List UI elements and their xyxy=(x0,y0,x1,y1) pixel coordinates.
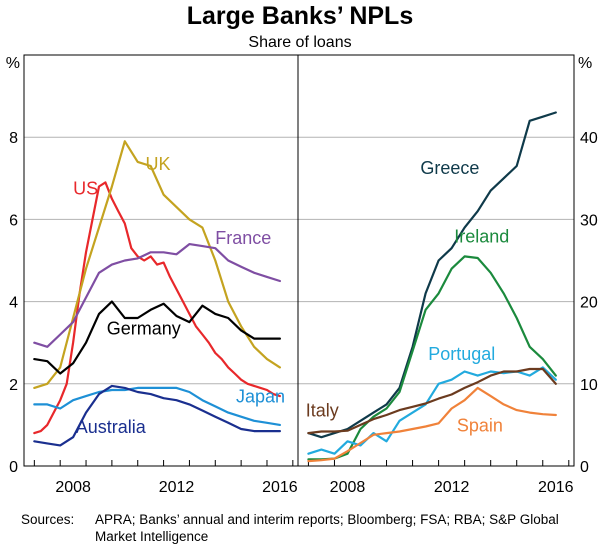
series-label-germany: Germany xyxy=(107,318,181,338)
sources-label: Sources: xyxy=(21,512,75,527)
y-tick-label-left: 2 xyxy=(9,377,18,394)
x-tick-label-right: 2008 xyxy=(330,479,366,496)
x-tick-label-left: 2008 xyxy=(55,479,91,496)
series-line-france xyxy=(33,243,281,348)
series-line-uk xyxy=(33,140,281,389)
series-label-portugal: Portugal xyxy=(428,344,495,364)
y-axis-unit-left: % xyxy=(6,55,20,72)
series-label-uk: UK xyxy=(145,154,170,174)
y-tick-label-right: 0 xyxy=(580,459,589,476)
series-line-australia xyxy=(33,384,281,447)
x-tick-label-right: 2016 xyxy=(538,479,574,496)
x-tick-label-right: 2012 xyxy=(434,479,470,496)
series-line-germany xyxy=(33,300,281,375)
x-tick-label-left: 2016 xyxy=(262,479,298,496)
y-tick-label-left: 0 xyxy=(9,459,18,476)
chart-subtitle: Share of loans xyxy=(248,34,352,51)
series-label-us: US xyxy=(73,179,98,199)
y-tick-label-left: 8 xyxy=(9,130,18,147)
series-line-greece xyxy=(307,111,557,439)
y-tick-label-right: 10 xyxy=(580,377,598,394)
sources-text: APRA; Banks’ annual and interim reports;… xyxy=(95,512,559,544)
series-label-france: France xyxy=(215,228,271,248)
y-tick-label-left: 4 xyxy=(9,295,18,312)
series-line-japan xyxy=(33,386,281,426)
sources-note: Sources: APRA; Banks’ annual and interim … xyxy=(21,511,591,545)
series-label-japan: Japan xyxy=(236,386,285,406)
series-label-greece: Greece xyxy=(420,158,479,178)
y-tick-label-right: 40 xyxy=(580,130,598,147)
series-line-us xyxy=(33,181,281,435)
y-tick-label-left: 6 xyxy=(9,212,18,229)
series-label-italy: Italy xyxy=(306,401,339,421)
series-label-ireland: Ireland xyxy=(454,226,509,246)
x-tick-label-left: 2012 xyxy=(159,479,195,496)
plot-frame xyxy=(23,54,575,467)
series-line-italy xyxy=(307,367,557,435)
y-tick-label-right: 20 xyxy=(580,295,598,312)
series-label-spain: Spain xyxy=(457,415,503,435)
series-label-australia: Australia xyxy=(76,417,147,437)
y-axis-unit-right: % xyxy=(578,55,592,72)
y-tick-label-right: 30 xyxy=(580,212,598,229)
chart-title: Large Banks’ NPLs xyxy=(186,2,414,30)
series-line-spain xyxy=(307,386,557,463)
